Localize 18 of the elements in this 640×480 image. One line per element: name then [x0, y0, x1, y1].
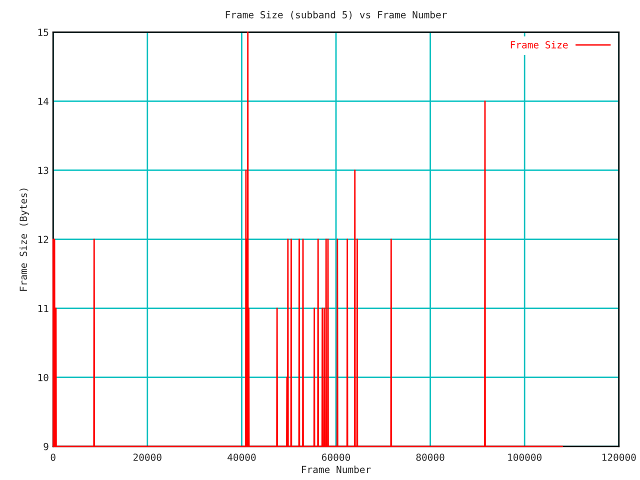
x-tick-label: 40000 [228, 454, 256, 461]
y-tick-label: 12 [38, 236, 48, 243]
x-tick-label: 100000 [508, 454, 542, 461]
x-tick-label: 60000 [322, 454, 350, 461]
x-axis-title: Frame Number [302, 466, 371, 474]
y-tick-label: 15 [38, 28, 48, 36]
y-tick-label: 14 [38, 98, 48, 105]
x-tick-label: 0 [50, 454, 56, 461]
x-tick-label: 80000 [416, 454, 444, 461]
y-tick-label: 13 [38, 166, 48, 174]
y-tick-label: 11 [38, 304, 48, 312]
chart-title: Frame Size (subband 5) vs Frame Number [226, 10, 447, 20]
legend-label: Frame Size [510, 40, 568, 48]
x-tick-label: 120000 [602, 454, 636, 461]
y-tick-label: 9 [44, 442, 48, 450]
y-axis-title: Frame Size (Bytes) [20, 188, 29, 291]
x-tick-label: 20000 [134, 454, 162, 461]
y-tick-label: 10 [38, 374, 48, 382]
